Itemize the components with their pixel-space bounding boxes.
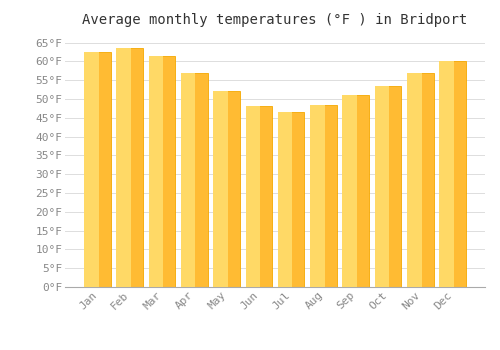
Bar: [312, 105, 337, 287]
Bar: [148, 56, 163, 287]
Bar: [280, 112, 304, 287]
Bar: [278, 112, 292, 287]
Bar: [246, 106, 260, 287]
Bar: [377, 86, 402, 287]
Bar: [181, 72, 196, 287]
Bar: [410, 72, 434, 287]
Bar: [116, 48, 131, 287]
Bar: [119, 48, 143, 287]
Title: Average monthly temperatures (°F ) in Bridport: Average monthly temperatures (°F ) in Br…: [82, 13, 468, 27]
Bar: [310, 105, 324, 287]
Bar: [440, 61, 454, 287]
Bar: [342, 95, 357, 287]
Bar: [216, 91, 240, 287]
Bar: [442, 61, 466, 287]
Bar: [213, 91, 228, 287]
Bar: [345, 95, 369, 287]
Bar: [86, 52, 110, 287]
Bar: [184, 72, 208, 287]
Bar: [374, 86, 389, 287]
Bar: [84, 52, 98, 287]
Bar: [407, 72, 422, 287]
Bar: [151, 56, 176, 287]
Bar: [248, 106, 272, 287]
